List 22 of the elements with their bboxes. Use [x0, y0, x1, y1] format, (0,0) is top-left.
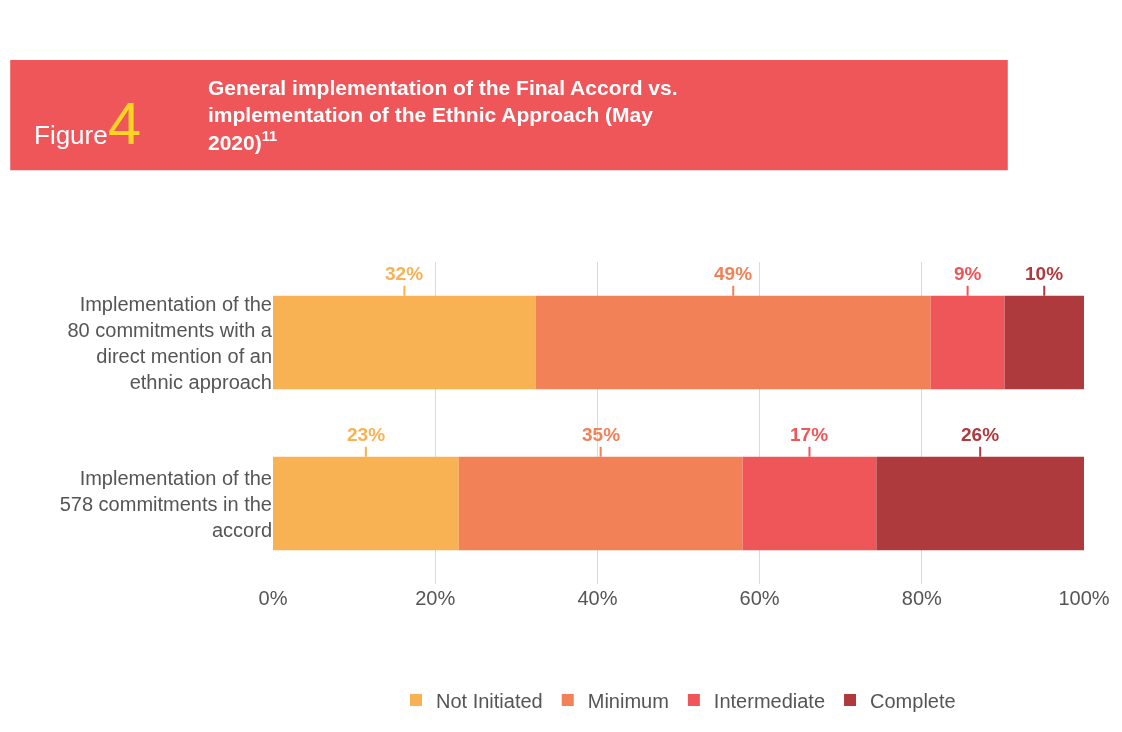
- x-tick-label: 60%: [739, 587, 780, 609]
- y-tick-label: Implementation of the 80 commitments with a direct mention of an ethnic approach: [67, 292, 273, 393]
- legend-label: Complete: [870, 689, 956, 712]
- x-tick-label: 40%: [577, 587, 618, 609]
- legend-label: Minimum: [587, 689, 669, 712]
- x-tick-label: 100%: [1058, 587, 1110, 609]
- data-label: 9%: [954, 263, 982, 284]
- y-tick-label: Implementation of the 578 commitments in the accord: [59, 466, 272, 541]
- x-tick-label: 20%: [415, 587, 456, 609]
- x-tick-label: 0%: [258, 587, 288, 609]
- data-label: 23%: [347, 424, 386, 445]
- chart-title: General implementation of the Final Accord vs. implementation of the Ethnic Approach (May 2020)$^{11}$: [208, 76, 678, 154]
- data-label: 10%: [1025, 263, 1064, 284]
- data-label: 35%: [582, 424, 621, 445]
- legend-label: Intermediate: [713, 689, 826, 712]
- data-label: 26%: [961, 424, 1000, 445]
- data-label: 17%: [790, 424, 829, 445]
- x-tick-label: 80%: [901, 587, 943, 609]
- chart-subtitle: Figure4: [34, 90, 142, 157]
- data-label: 32%: [385, 263, 424, 284]
- legend-label: Not Initiated: [436, 689, 543, 712]
- data-label: 49%: [714, 263, 753, 284]
